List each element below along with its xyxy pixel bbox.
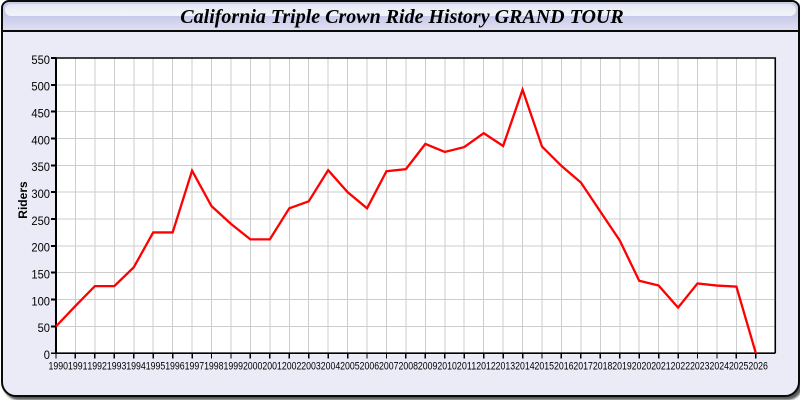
svg-text:550: 550 bbox=[31, 53, 50, 67]
svg-text:250: 250 bbox=[31, 214, 50, 228]
svg-text:2004: 2004 bbox=[321, 361, 341, 373]
svg-text:2023: 2023 bbox=[690, 361, 710, 373]
svg-text:400: 400 bbox=[31, 133, 50, 147]
svg-text:1996: 1996 bbox=[165, 361, 185, 373]
svg-text:2017: 2017 bbox=[573, 361, 593, 373]
svg-text:2009: 2009 bbox=[418, 361, 438, 373]
svg-text:2021: 2021 bbox=[651, 361, 671, 373]
svg-text:2020: 2020 bbox=[632, 361, 652, 373]
svg-text:2016: 2016 bbox=[554, 361, 574, 373]
svg-text:1992: 1992 bbox=[87, 361, 107, 373]
svg-text:2003: 2003 bbox=[301, 361, 321, 373]
svg-text:200: 200 bbox=[31, 241, 50, 255]
svg-text:2012: 2012 bbox=[476, 361, 496, 373]
svg-text:2006: 2006 bbox=[360, 361, 380, 373]
svg-text:2018: 2018 bbox=[593, 361, 613, 373]
svg-text:2002: 2002 bbox=[282, 361, 302, 373]
svg-text:2008: 2008 bbox=[398, 361, 418, 373]
svg-text:2014: 2014 bbox=[515, 361, 535, 373]
svg-text:2007: 2007 bbox=[379, 361, 399, 373]
svg-text:1995: 1995 bbox=[146, 361, 166, 373]
svg-text:1994: 1994 bbox=[126, 361, 146, 373]
svg-text:1993: 1993 bbox=[107, 361, 127, 373]
svg-text:1998: 1998 bbox=[204, 361, 224, 373]
svg-text:2026: 2026 bbox=[748, 361, 768, 373]
svg-text:2013: 2013 bbox=[496, 361, 516, 373]
svg-text:1997: 1997 bbox=[185, 361, 205, 373]
svg-text:2005: 2005 bbox=[340, 361, 360, 373]
svg-text:300: 300 bbox=[31, 187, 50, 201]
svg-text:2024: 2024 bbox=[710, 361, 730, 373]
svg-text:450: 450 bbox=[31, 106, 50, 120]
svg-text:2000: 2000 bbox=[243, 361, 263, 373]
svg-text:1991: 1991 bbox=[68, 361, 88, 373]
svg-text:2019: 2019 bbox=[612, 361, 632, 373]
svg-text:2015: 2015 bbox=[535, 361, 555, 373]
svg-text:2001: 2001 bbox=[262, 361, 282, 373]
svg-text:1990: 1990 bbox=[49, 361, 69, 373]
svg-text:100: 100 bbox=[31, 294, 50, 308]
svg-text:2010: 2010 bbox=[437, 361, 457, 373]
svg-text:50: 50 bbox=[38, 321, 51, 335]
svg-text:150: 150 bbox=[31, 267, 50, 281]
svg-text:500: 500 bbox=[31, 80, 50, 94]
svg-text:Riders: Riders bbox=[16, 181, 30, 219]
svg-text:350: 350 bbox=[31, 160, 50, 174]
svg-text:2025: 2025 bbox=[729, 361, 749, 373]
svg-text:2011: 2011 bbox=[457, 361, 477, 373]
svg-text:2022: 2022 bbox=[671, 361, 691, 373]
svg-text:1999: 1999 bbox=[224, 361, 244, 373]
svg-text:0: 0 bbox=[44, 348, 50, 362]
